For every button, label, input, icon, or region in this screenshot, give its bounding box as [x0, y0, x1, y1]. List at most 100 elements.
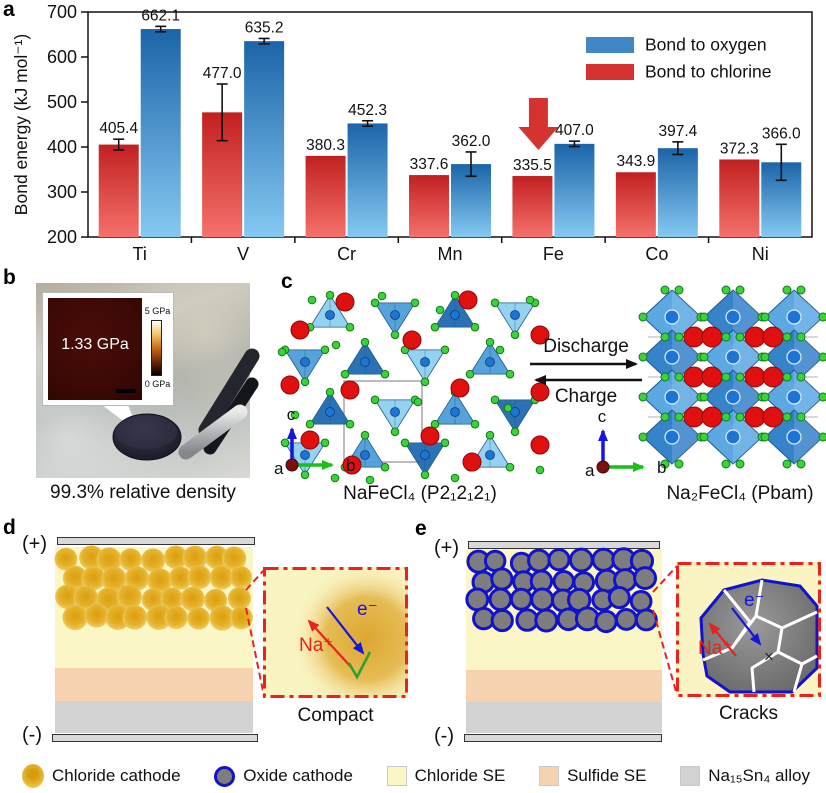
- fecl4-tetrahedron: [284, 442, 326, 476]
- cl-atom: [300, 470, 310, 480]
- fe-atom: [664, 389, 680, 405]
- bar-value-label: 477.0: [203, 65, 242, 82]
- alloy-square-icon: [680, 766, 701, 786]
- legend-item-label: Chloride SE: [414, 766, 506, 785]
- cl-atom: [818, 312, 826, 322]
- cl-atom: [435, 305, 445, 315]
- fe-atom: [300, 450, 310, 460]
- afm-colorbar: [151, 320, 162, 376]
- na-ion-arrow: [307, 619, 352, 668]
- cl-atom: [485, 337, 495, 347]
- fe-atom: [725, 349, 741, 365]
- panel-letter-d: d: [3, 516, 16, 539]
- na-atom: [530, 435, 550, 455]
- cl-atom: [818, 432, 826, 442]
- cl-atom: [530, 395, 540, 405]
- top-current-collector-e: [468, 541, 660, 549]
- cl-atom: [290, 410, 300, 420]
- na-atom: [450, 378, 470, 398]
- fe-atom: [786, 349, 802, 365]
- cl-atom: [345, 419, 355, 429]
- cl-atom: [782, 285, 792, 295]
- discharge-label: Discharge: [543, 336, 629, 357]
- fecl6-octahedron: [764, 289, 824, 345]
- electron-label: e⁻: [357, 599, 378, 620]
- fe-atom: [325, 310, 335, 320]
- cl-atom: [735, 412, 745, 422]
- sulfide-se-square-icon: [539, 766, 560, 786]
- unit-cell-outline: [343, 380, 423, 463]
- highlight-down-arrow: [518, 98, 559, 150]
- cl-atom: [638, 352, 648, 362]
- bar-Mn: [409, 175, 449, 237]
- cl-atom: [796, 285, 806, 295]
- na-atom: [340, 380, 360, 400]
- legend-item-label: Chloride cathode: [52, 766, 181, 785]
- bar-Fe: [512, 176, 553, 237]
- cl-atom: [331, 340, 341, 350]
- c-axis-label: c: [287, 405, 296, 424]
- cl-atom: [530, 298, 540, 308]
- fe-atom: [786, 309, 802, 325]
- fecl4-tetrahedron: [469, 434, 511, 468]
- cl-atom: [495, 345, 505, 355]
- cl-atom: [660, 459, 670, 469]
- cl-atom: [674, 459, 684, 469]
- legend-label: Bond to chlorine: [645, 62, 771, 82]
- positive-terminal-label-e: (+): [434, 537, 459, 559]
- na-ion-label: Na⁺: [698, 638, 732, 659]
- cl-atom: [757, 392, 767, 402]
- cl-atom: [735, 459, 745, 469]
- fecl4-tetrahedron: [494, 302, 536, 336]
- fecl4-tetrahedron: [309, 294, 351, 328]
- y-tick-label: 200: [47, 227, 77, 247]
- cl-atom: [721, 372, 731, 382]
- cl-atom: [503, 403, 513, 413]
- axis-triad-right: c b a: [585, 407, 666, 480]
- fe-atom: [725, 389, 741, 405]
- legend-item: Chloride cathode: [22, 764, 181, 788]
- cl-atom: [757, 312, 767, 322]
- negative-terminal-label-e: (-): [434, 725, 454, 747]
- cl-atom: [525, 295, 535, 305]
- na-atom: [462, 452, 482, 472]
- cl-atom: [696, 312, 706, 322]
- cl-atom: [420, 470, 430, 480]
- fe-atom: [420, 450, 430, 460]
- cl-atom: [674, 412, 684, 422]
- bar-value-label: 407.0: [555, 122, 594, 139]
- cl-atom: [674, 285, 684, 295]
- cl-atom: [307, 295, 317, 305]
- afm-image: 1.33 GPa: [48, 298, 142, 400]
- na-atom: [280, 375, 300, 395]
- fe-atom: [420, 357, 430, 367]
- positive-terminal-label-d: (+): [22, 533, 47, 555]
- bar-value-label: 397.4: [658, 123, 697, 140]
- x-category-label: V: [237, 244, 249, 264]
- sulfide-se-layer-d: [55, 668, 253, 701]
- cl-atom: [420, 377, 430, 387]
- cl-atom: [370, 395, 380, 405]
- crack-line: [754, 579, 818, 630]
- cl-atom: [757, 352, 767, 362]
- fecl6-octahedron: [764, 409, 824, 465]
- y-tick-label: 300: [47, 182, 77, 202]
- compact-particle-blob: [292, 567, 408, 698]
- cl-atom: [760, 432, 770, 442]
- fe-atom: [450, 310, 460, 320]
- check-mark: [347, 651, 372, 680]
- fe-atom: [725, 309, 741, 325]
- cracks-caption: Cracks: [718, 703, 779, 724]
- cl-atom: [660, 372, 670, 382]
- panel-letter-e: e: [415, 517, 427, 540]
- cl-atom: [450, 473, 460, 483]
- cl-atom: [699, 352, 709, 362]
- cl-atom: [699, 432, 709, 442]
- cl-atom: [360, 430, 370, 440]
- y-tick-label: 700: [47, 2, 77, 22]
- cl-atom: [760, 352, 770, 362]
- fe-atom: [786, 429, 802, 445]
- na-atom: [701, 406, 723, 428]
- a-axis-origin: [285, 458, 299, 472]
